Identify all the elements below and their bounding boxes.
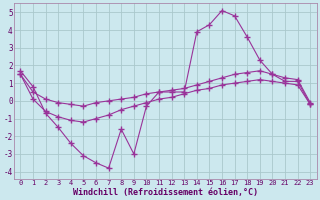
X-axis label: Windchill (Refroidissement éolien,°C): Windchill (Refroidissement éolien,°C) bbox=[73, 188, 258, 197]
